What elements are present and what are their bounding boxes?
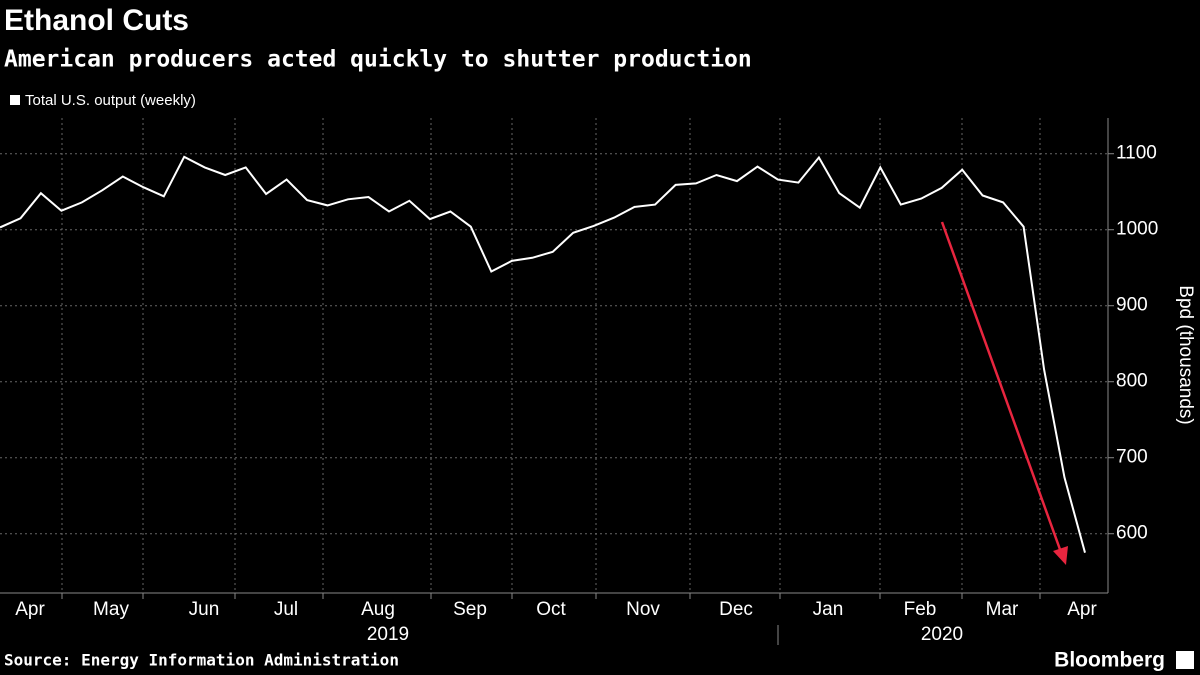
y-tick-label: 1000 xyxy=(1116,219,1158,240)
y-tick-label: 600 xyxy=(1116,523,1148,544)
brand-icon xyxy=(1176,651,1194,669)
x-tick-label: Jun xyxy=(189,599,220,620)
y-tick-label: 700 xyxy=(1116,447,1148,468)
x-tick-label: Dec xyxy=(719,599,753,620)
x-tick-label: Nov xyxy=(626,599,660,620)
chart-subtitle: American producers acted quickly to shut… xyxy=(4,47,752,73)
x-tick-label: Oct xyxy=(536,599,566,620)
y-tick-label: 800 xyxy=(1116,371,1148,392)
x-tick-label: Sep xyxy=(453,599,487,620)
year-label: 2019 xyxy=(367,624,409,645)
annotation-arrowhead xyxy=(1053,546,1068,565)
x-tick-label: Jan xyxy=(813,599,844,620)
chart-title: Ethanol Cuts xyxy=(4,4,189,37)
y-tick-label: 1100 xyxy=(1116,143,1157,164)
legend-swatch xyxy=(10,95,20,105)
annotation-arrow xyxy=(940,221,1064,556)
x-tick-label: Aug xyxy=(361,599,395,620)
x-tick-label: Jul xyxy=(274,599,298,620)
source: Source: Energy Information Administratio… xyxy=(4,651,399,670)
x-tick-label: Apr xyxy=(1067,599,1097,620)
y-tick-label: 900 xyxy=(1116,295,1148,316)
x-tick-label: Feb xyxy=(904,599,937,620)
series-line xyxy=(0,155,1086,553)
x-tick-label: May xyxy=(93,599,129,620)
x-tick-label: Apr xyxy=(15,599,45,620)
brand: Bloomberg xyxy=(1054,649,1165,672)
year-label: 2020 xyxy=(921,624,963,645)
legend-label: Total U.S. output (weekly) xyxy=(25,92,196,109)
y-axis-label: Bpd (thousands) xyxy=(1175,285,1196,424)
x-tick-label: Mar xyxy=(986,599,1019,620)
